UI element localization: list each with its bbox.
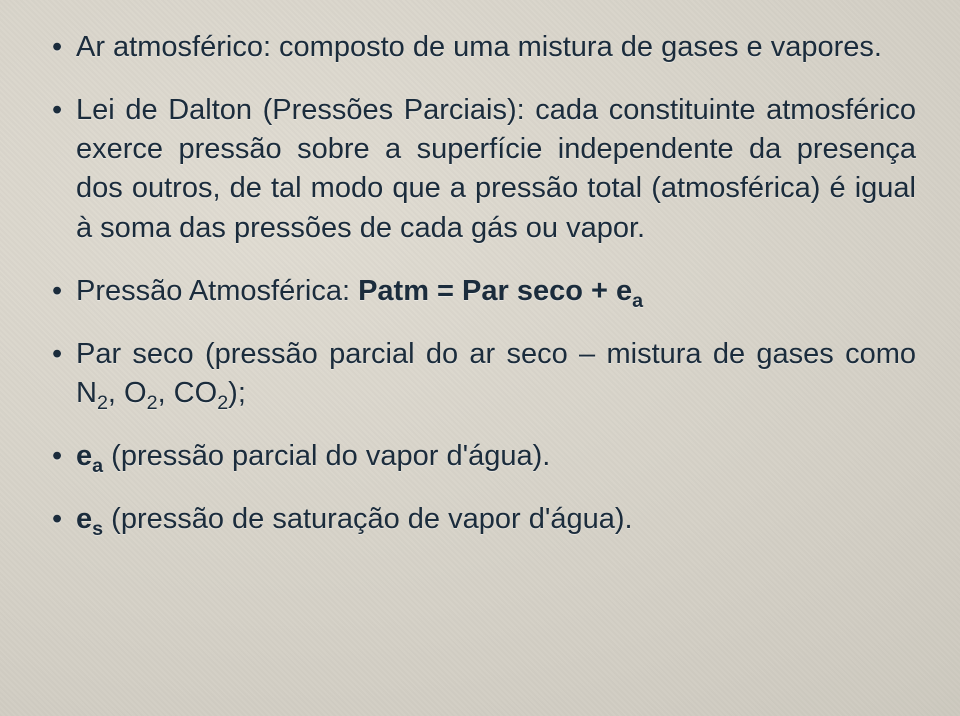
bullet-item: es (pressão de saturação de vapor d'água… <box>52 500 916 539</box>
text-run: Ar atmosférico: composto de uma mistura … <box>76 31 882 63</box>
text-run: Lei de Dalton (Pressões Parciais): cada … <box>76 94 916 243</box>
slide: Ar atmosférico: composto de uma mistura … <box>0 0 960 716</box>
bullet-item: Lei de Dalton (Pressões Parciais): cada … <box>52 91 916 248</box>
text-run: e <box>76 440 92 472</box>
text-run: Pressão Atmosférica: <box>76 275 358 307</box>
bullet-item: Par seco (pressão parcial do ar seco – m… <box>52 335 916 413</box>
text-run: e <box>76 503 92 535</box>
text-run: , CO <box>158 377 218 409</box>
bullet-item: Ar atmosférico: composto de uma mistura … <box>52 28 916 67</box>
bullet-list: Ar atmosférico: composto de uma mistura … <box>52 28 916 539</box>
bullet-item: Pressão Atmosférica: Patm = Par seco + e… <box>52 272 916 311</box>
text-run: a <box>92 455 103 477</box>
text-run: s <box>92 518 103 540</box>
text-run: 2 <box>147 392 158 414</box>
text-run: a <box>632 290 643 312</box>
text-run: ); <box>228 377 246 409</box>
text-run: (pressão de saturação de vapor d'água). <box>103 503 632 535</box>
text-run: 2 <box>217 392 228 414</box>
text-run: , O <box>108 377 147 409</box>
text-run: (pressão parcial do vapor d'água). <box>103 440 550 472</box>
bullet-item: ea (pressão parcial do vapor d'água). <box>52 437 916 476</box>
text-run: 2 <box>97 392 108 414</box>
text-run: Patm = Par seco + e <box>358 275 632 307</box>
